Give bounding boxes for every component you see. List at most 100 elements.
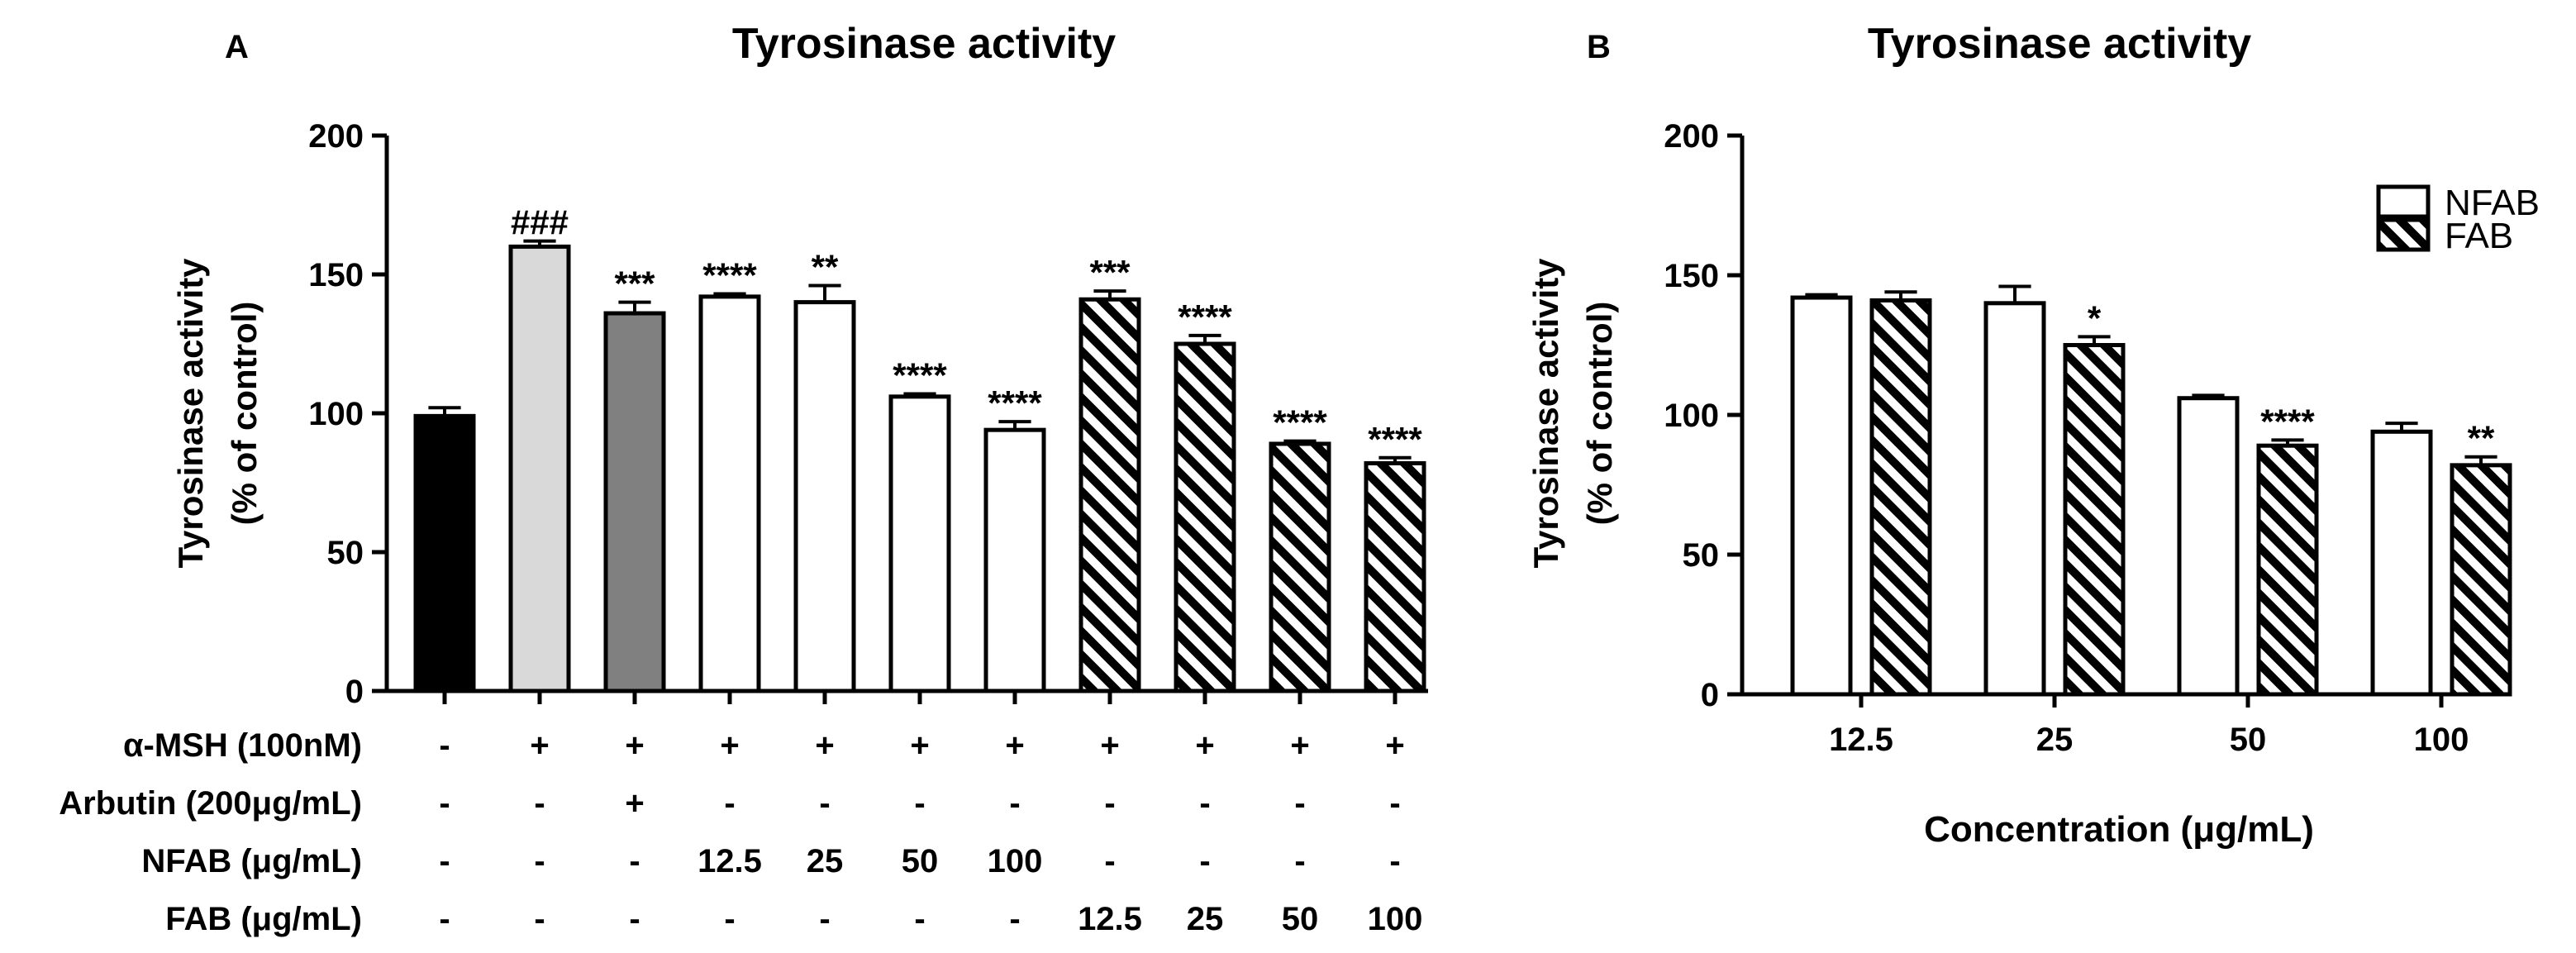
- panel-a-y-tick-label: 150: [308, 257, 364, 293]
- panel-a-significance-label: **: [812, 247, 839, 286]
- panel-a-condition-value: -: [914, 901, 925, 937]
- panel-a-condition-value: +: [1290, 727, 1309, 764]
- panel-a-condition-value: -: [819, 785, 830, 822]
- panel-a-condition-value: 50: [902, 843, 939, 879]
- panel-a-condition-value: -: [914, 785, 925, 822]
- panel-a-condition-value: +: [625, 727, 644, 764]
- panel-a-condition-value: 100: [988, 843, 1043, 879]
- panel-a-significance-label: ****: [1368, 420, 1422, 459]
- panel-a-bar: [1269, 441, 1331, 693]
- panel-b-x-tick-label: 50: [2230, 722, 2267, 758]
- panel-b-fab-significance-label: *: [2088, 298, 2102, 337]
- panel-a-condition-label: Arbutin (200μg/mL): [59, 785, 362, 822]
- panel-a-condition-value: -: [629, 843, 640, 879]
- panel-a-condition-value: 100: [1368, 901, 1423, 937]
- panel-b-y-tick-label: 150: [1664, 258, 1719, 294]
- panel-a-condition-value: 12.5: [1078, 901, 1142, 937]
- panel-a-condition-value: 50: [1282, 901, 1319, 937]
- panel-a-significance-label: ###: [511, 203, 569, 242]
- panel-b-fab-bar: [2256, 443, 2319, 697]
- panel-a-bar: [698, 294, 761, 693]
- panel-b-nfab-bar: [1790, 295, 1853, 697]
- panel-a-ylabel-line1: Tyrosinase activity: [171, 258, 210, 569]
- panel-a-condition-value: +: [910, 727, 929, 764]
- panel-a-condition-value: +: [1385, 727, 1404, 764]
- panel-a-significance-label: ***: [1089, 253, 1131, 292]
- panel-b-y-tick-label: 0: [1701, 677, 1719, 713]
- panel-a-bar: [1364, 460, 1426, 693]
- panel-a-label: A: [225, 29, 249, 65]
- panel-a-significance-label: ****: [893, 355, 947, 394]
- panel-a-significance-label: ****: [702, 256, 757, 295]
- panel-a-significance-label: ****: [1178, 298, 1232, 336]
- panel-b-title: Tyrosinase activity: [1868, 20, 2251, 68]
- panel-a-condition-label: α-MSH (100nM): [123, 727, 362, 764]
- panel-a-condition-value: 25: [1187, 901, 1224, 937]
- panel-a-ylabel-line2: (% of control): [225, 302, 264, 526]
- panel-b-legend-label: FAB: [2445, 216, 2513, 256]
- panel-a-bar: [1078, 297, 1141, 693]
- panel-a-condition-value: -: [439, 785, 450, 822]
- panel-a-y-tick-label: 0: [345, 674, 364, 710]
- panel-a-bar: [508, 244, 571, 693]
- panel-a-condition-value: +: [1195, 727, 1214, 764]
- panel-b-ylabel-line1: Tyrosinase activity: [1526, 258, 1565, 569]
- panel-a-y-tick-label: 100: [308, 396, 364, 432]
- panel-b-y-tick-label: 200: [1664, 118, 1719, 155]
- panel-b-nfab-bar: [2370, 429, 2433, 697]
- panel-a-y-tick-label: 50: [327, 535, 364, 571]
- panel-a-condition-value: +: [530, 727, 549, 764]
- panel-b-label: B: [1587, 29, 1611, 65]
- panel-a-significance-label: ***: [614, 264, 655, 303]
- panel-b-x-tick-label: 12.5: [1829, 722, 1893, 758]
- panel-b-fab-significance-label: **: [2468, 419, 2495, 458]
- panel-a-condition-value: -: [1294, 785, 1305, 822]
- panel-a-condition-value: -: [1199, 785, 1210, 822]
- panel-a-condition-label: FAB (μg/mL): [165, 901, 362, 937]
- panel-b-legend-swatch: [2376, 184, 2431, 219]
- panel-a-condition-value: -: [1104, 843, 1115, 879]
- panel-a-ylabel: Tyrosinase activity (% of control): [171, 258, 264, 569]
- panel-a-condition-value: -: [1389, 785, 1400, 822]
- panel-a-condition-value: +: [625, 785, 644, 822]
- panel-a-bar: [603, 311, 666, 693]
- panel-a-bar: [413, 413, 476, 693]
- panel-b-fab-bar: [2450, 463, 2512, 697]
- panel-a-condition-value: -: [534, 785, 545, 822]
- panel-a-bar: [983, 427, 1046, 693]
- panel-b-fab-bar: [1869, 298, 1932, 697]
- panel-b-legend-label: NFAB: [2445, 183, 2540, 223]
- panel-a-significance-label: ****: [1273, 403, 1327, 442]
- panel-a-condition-value: -: [1199, 843, 1210, 879]
- panel-a-condition-value: +: [1100, 727, 1119, 764]
- panel-b-ylabel-line2: (% of control): [1580, 302, 1619, 526]
- panel-b-x-tick-label: 100: [2414, 722, 2469, 758]
- panel-a-bar: [1174, 341, 1236, 693]
- panel-a-condition-value: -: [629, 901, 640, 937]
- panel-a-condition-value: -: [439, 727, 450, 764]
- panel-b-legend-swatch: [2376, 217, 2431, 252]
- panel-a-condition-value: -: [1389, 843, 1400, 879]
- panel-a-y-tick-label: 200: [308, 118, 364, 155]
- panel-a-condition-value: +: [720, 727, 739, 764]
- panel-a-condition-value: +: [1005, 727, 1024, 764]
- panel-b-xlabel: Concentration (μg/mL): [1924, 809, 2314, 850]
- panel-b-fab-significance-label: ****: [2260, 402, 2315, 441]
- panel-a-significance-label: ****: [988, 384, 1042, 422]
- panel-b-x-tick-label: 25: [2036, 722, 2074, 758]
- panel-b-fab-bar: [2063, 343, 2126, 697]
- panel-a-condition-value: -: [819, 901, 830, 937]
- panel-a-title: Tyrosinase activity: [732, 20, 1116, 68]
- panel-a-condition-value: +: [815, 727, 834, 764]
- panel-a-condition-value: -: [1294, 843, 1305, 879]
- panel-a-condition-value: -: [724, 901, 735, 937]
- panel-a-bar: [793, 300, 856, 693]
- panel-b-y-tick-label: 100: [1664, 398, 1719, 434]
- panel-a-condition-label: NFAB (μg/mL): [141, 843, 362, 879]
- panel-b-y-tick-label: 50: [1683, 537, 1720, 574]
- panel-a-condition-value: -: [534, 843, 545, 879]
- panel-a-condition-value: -: [1104, 785, 1115, 822]
- panel-b-ylabel: Tyrosinase activity (% of control): [1526, 258, 1619, 569]
